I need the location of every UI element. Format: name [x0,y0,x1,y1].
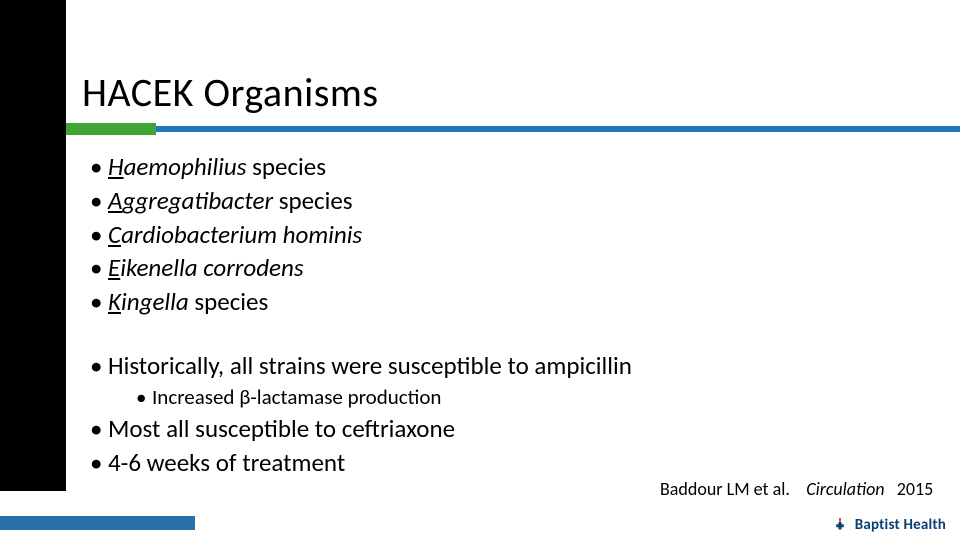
list-item: Kingella species [90,285,920,319]
organism-letter: K [108,286,121,317]
note-text: Historically, all strains were susceptib… [108,350,632,381]
spacer [90,319,920,349]
slide: HACEK Organisms Haemophilius species Agg… [0,0,960,540]
list-item: 4-6 weeks of treatment [90,446,920,480]
citation-author: Baddour LM et al. [660,478,790,500]
list-item: Haemophilius species [90,150,920,184]
content-area: Haemophilius species Aggregatibacter spe… [90,150,920,479]
sub-note-text: Increased β-lactamase production [152,384,441,410]
organism-name: ikenella corrodens [120,252,303,283]
brand-logo: Baptist Health [831,516,946,534]
logo-text: Baptist Health [855,516,946,534]
footer-bar [0,516,195,530]
organism-name: ardiobacterium hominis [121,219,362,250]
note-text: Most all susceptible to ceftriaxone [108,413,455,444]
list-item: Historically, all strains were susceptib… [90,349,920,412]
list-item: Most all susceptible to ceftriaxone [90,412,920,446]
citation-journal: Circulation [806,478,884,500]
organism-name: ingella [121,286,189,317]
list-item: Aggregatibacter species [90,184,920,218]
organism-name: ggregatibacter [122,185,273,216]
organism-tail: species [273,185,353,216]
citation-year: 2015 [897,478,934,500]
organism-list: Haemophilius species Aggregatibacter spe… [90,150,920,319]
organism-letter: H [108,151,124,182]
logo-icon [831,516,849,534]
organism-letter: E [108,252,120,283]
note-text: 4-6 weeks of treatment [108,447,345,478]
citation: Baddour LM et al. Circulation 2015 [660,478,933,500]
organism-tail: species [189,286,269,317]
organism-letter: A [108,185,122,216]
organism-name: aemophilius [124,151,247,182]
rule-green [66,123,156,135]
list-item: Eikenella corrodens [90,251,920,285]
organism-letter: C [108,219,121,250]
list-item: Increased β-lactamase production [136,383,920,412]
rule-blue [156,126,960,132]
organism-tail: species [246,151,326,182]
page-title: HACEK Organisms [82,68,379,117]
list-item: Cardiobacterium hominis [90,218,920,252]
left-sidebar [0,0,66,491]
sub-list: Increased β-lactamase production [136,383,920,412]
notes-list: Historically, all strains were susceptib… [90,349,920,480]
